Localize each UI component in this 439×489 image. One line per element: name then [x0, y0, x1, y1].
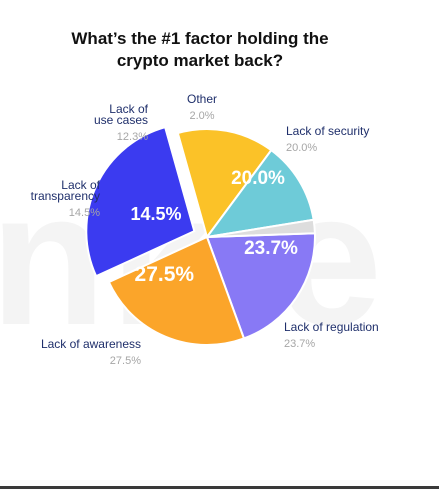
chart-title-line-1: What’s the #1 factor holding the — [71, 29, 329, 48]
slice-value-label: 2.0% — [189, 110, 214, 122]
slice-label: Lack of security — [286, 124, 369, 138]
slice-label: Lack of transparency — [31, 178, 101, 203]
pie-slice — [206, 218, 316, 238]
slice-data-label: 27.5% — [135, 263, 195, 286]
pie-slice — [176, 128, 273, 240]
slice-data-label: 14.5% — [130, 204, 181, 224]
pie-slice — [85, 125, 196, 278]
pie-slice — [107, 235, 246, 346]
slice-data-label: 23.7% — [244, 238, 298, 259]
slice-label: Other — [187, 92, 217, 106]
slice-value-label: 14.5% — [69, 207, 100, 219]
slice-value-label: 23.7% — [284, 338, 315, 350]
pie-slices — [85, 125, 316, 346]
pie-slice — [205, 232, 316, 340]
chart-title-line-2: crypto market back? — [116, 51, 284, 70]
slice-data-label: 20.0% — [231, 168, 285, 189]
slice-label: Lack of use cases — [94, 102, 149, 127]
slice-label: Lack of regulation — [284, 320, 379, 334]
pie-slice — [204, 148, 315, 239]
slice-label: Lack of awareness — [41, 337, 141, 351]
slice-value-label: 12.3% — [117, 131, 148, 143]
slice-value-label: 20.0% — [286, 142, 317, 154]
chart-title: What’s the #1 factor holding the crypto … — [0, 28, 400, 72]
bottom-divider — [0, 486, 439, 489]
slice-value-label: 27.5% — [110, 355, 141, 367]
